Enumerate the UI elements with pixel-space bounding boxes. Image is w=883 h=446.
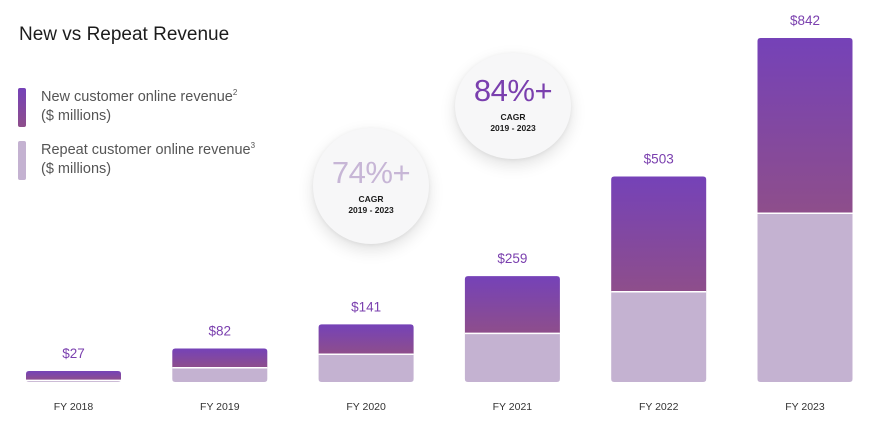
bar-total-label: $842 bbox=[790, 13, 820, 28]
bar-group-fy-2023: $842 FY 2023 bbox=[757, 13, 853, 413]
bar-new-customer bbox=[464, 276, 560, 334]
bar-total-label: $259 bbox=[497, 251, 527, 266]
bar-new-customer bbox=[611, 176, 707, 292]
legend-repeat-footnote: 3 bbox=[250, 141, 256, 151]
legend-new-footnote: 2 bbox=[232, 88, 238, 98]
bar-group-fy-2018: $27 FY 2018 bbox=[26, 346, 121, 413]
legend-new-unit: ($ millions) bbox=[41, 108, 112, 124]
bar-repeat-customer bbox=[464, 333, 560, 382]
legend-item-repeat: Repeat customer online revenue3 ($ milli… bbox=[18, 141, 298, 181]
bar-group-fy-2021: $259 FY 2021 bbox=[464, 251, 560, 413]
x-tick-label: FY 2018 bbox=[54, 401, 94, 413]
legend-item-new: New customer online revenue2 ($ millions… bbox=[18, 88, 298, 128]
x-tick-label: FY 2021 bbox=[493, 401, 533, 413]
cagr-value-84: 84%+ bbox=[473, 73, 553, 108]
bar-repeat-customer bbox=[611, 291, 707, 382]
bar-repeat-customer bbox=[318, 354, 414, 382]
legend-repeat-unit: ($ millions) bbox=[41, 161, 112, 177]
bar-total-label: $503 bbox=[644, 151, 674, 166]
bar-group-fy-2022: $503 FY 2022 bbox=[611, 151, 707, 413]
legend-label-repeat: Repeat customer online revenue3 ($ milli… bbox=[41, 141, 301, 179]
x-tick-label: FY 2023 bbox=[785, 401, 825, 413]
legend-repeat-text: Repeat customer online revenue bbox=[41, 142, 251, 158]
bar-repeat-customer bbox=[172, 367, 268, 382]
legend-new-text: New customer online revenue bbox=[41, 89, 233, 105]
cagr-badge-74: 74%+ CAGR 2019 - 2023 bbox=[313, 128, 429, 244]
x-tick-label: FY 2022 bbox=[639, 401, 679, 413]
legend-swatch-repeat bbox=[18, 141, 26, 180]
bar-group-fy-2020: $141 FY 2020 bbox=[318, 299, 414, 413]
bar-new-customer bbox=[26, 370, 121, 381]
legend-label-new: New customer online revenue2 ($ millions… bbox=[41, 88, 301, 126]
bar-total-label: $27 bbox=[62, 346, 85, 361]
x-tick-label: FY 2019 bbox=[200, 401, 240, 413]
bar-total-label: $82 bbox=[209, 323, 232, 338]
bar-new-customer bbox=[172, 348, 268, 368]
bar-repeat-customer bbox=[757, 213, 853, 382]
bar-new-customer bbox=[757, 38, 853, 214]
x-tick-label: FY 2020 bbox=[346, 401, 386, 413]
cagr-badge-84: 84%+ CAGR 2019 - 2023 bbox=[455, 53, 571, 159]
cagr-period-84: 2019 - 2023 bbox=[490, 123, 536, 133]
bar-total-label: $141 bbox=[351, 299, 381, 314]
cagr-value-74: 74%+ bbox=[331, 155, 411, 190]
cagr-label-74: CAGR bbox=[358, 194, 384, 204]
bar-group-fy-2019: $82 FY 2019 bbox=[172, 323, 268, 413]
cagr-label-84: CAGR bbox=[500, 112, 526, 122]
chart-title: New vs Repeat Revenue bbox=[19, 24, 230, 45]
cagr-period-74: 2019 - 2023 bbox=[348, 205, 394, 215]
bar-new-customer bbox=[318, 324, 414, 355]
legend-swatch-new bbox=[18, 88, 26, 127]
